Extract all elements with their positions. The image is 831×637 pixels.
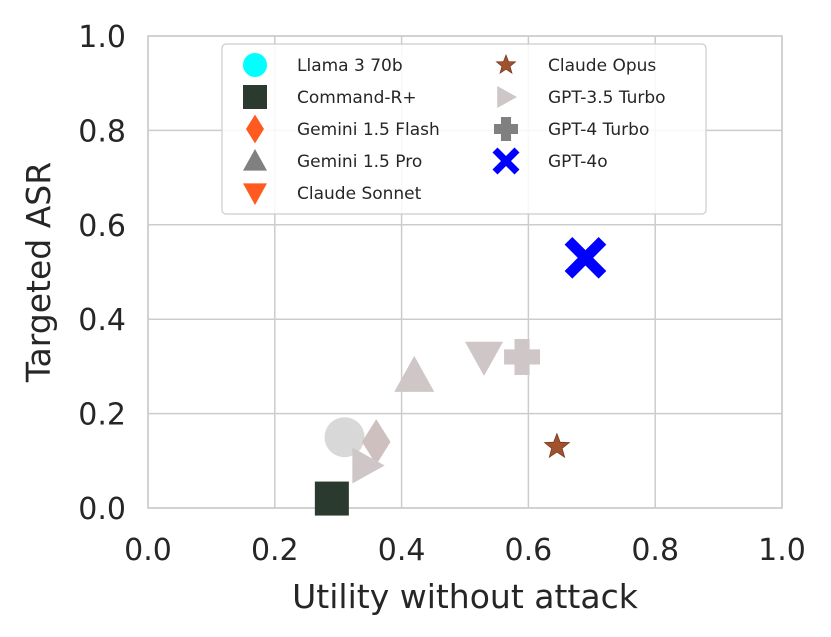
x-tick-labels: 0.0 0.2 0.4 0.6 0.8 1.0 — [124, 533, 806, 568]
legend-frame — [221, 43, 707, 215]
legend-label-gemini-1-5-pro: Gemini 1.5 Pro — [297, 152, 422, 172]
point-gemini-1-5-flash — [361, 419, 391, 465]
legend-label-gpt-4-turbo: GPT-4 Turbo — [548, 120, 649, 140]
point-gpt-4o-stroke-b — [564, 236, 607, 279]
point-gpt-4-turbo — [504, 338, 541, 375]
legend: Llama 3 70b Command-R+ Gemini 1.5 Flash Gem… — [221, 43, 707, 215]
point-claude-opus — [543, 432, 571, 459]
y-tick-label: 0.6 — [78, 209, 126, 244]
x-tick-label: 0.0 — [124, 533, 172, 568]
legend-label-gpt-3-5-turbo: GPT-3.5 Turbo — [548, 88, 666, 108]
y-tick-label: 1.0 — [78, 20, 126, 55]
x-tick-label: 0.4 — [378, 533, 426, 568]
point-gemini-1-5-pro — [394, 355, 435, 392]
y-tick-label: 0.8 — [78, 114, 126, 149]
y-tick-label: 0.0 — [78, 492, 126, 527]
point-llama-3-70b — [324, 417, 365, 458]
x-tick-label: 0.6 — [505, 533, 553, 568]
legend-marker-gemini-1-5-pro — [243, 149, 267, 171]
point-command-r — [314, 481, 349, 516]
legend-marker-llama-3-70b — [243, 53, 267, 77]
x-tick-label: 1.0 — [758, 533, 806, 568]
legend-marker-command-r — [243, 85, 267, 109]
x-tick-label: 0.8 — [631, 533, 679, 568]
y-tick-labels: 0.0 0.2 0.4 0.6 0.8 1.0 — [78, 20, 126, 527]
point-gpt-4o — [564, 236, 607, 279]
y-tick-label: 0.4 — [78, 303, 126, 338]
legend-marker-gpt-4o-stroke-b — [492, 147, 520, 175]
legend-marker-gpt-3-5-turbo — [497, 86, 517, 108]
y-tick-label: 0.2 — [78, 398, 126, 433]
x-tick-label: 0.2 — [251, 533, 299, 568]
legend-marker-gpt-4o — [492, 147, 520, 175]
legend-label-gemini-1-5-flash: Gemini 1.5 Flash — [297, 120, 440, 140]
point-claude-sonnet — [465, 341, 504, 376]
legend-marker-gpt-4-turbo — [494, 117, 518, 141]
legend-label-llama-3-70b: Llama 3 70b — [297, 56, 403, 76]
point-gpt-3-5-turbo — [352, 447, 385, 484]
legend-label-claude-sonnet: Claude Sonnet — [297, 184, 422, 204]
legend-label-command-r: Command-R+ — [297, 88, 417, 108]
y-axis-label: Targeted ASR — [19, 162, 58, 383]
legend-marker-claude-sonnet — [243, 183, 267, 205]
x-axis-label: Utility without attack — [292, 577, 639, 616]
legend-marker-gemini-1-5-flash — [246, 114, 264, 144]
legend-label-gpt-4o: GPT-4o — [548, 152, 608, 172]
legend-label-claude-opus: Claude Opus — [548, 56, 656, 76]
legend-marker-claude-opus — [495, 53, 517, 75]
data-points — [314, 236, 607, 516]
